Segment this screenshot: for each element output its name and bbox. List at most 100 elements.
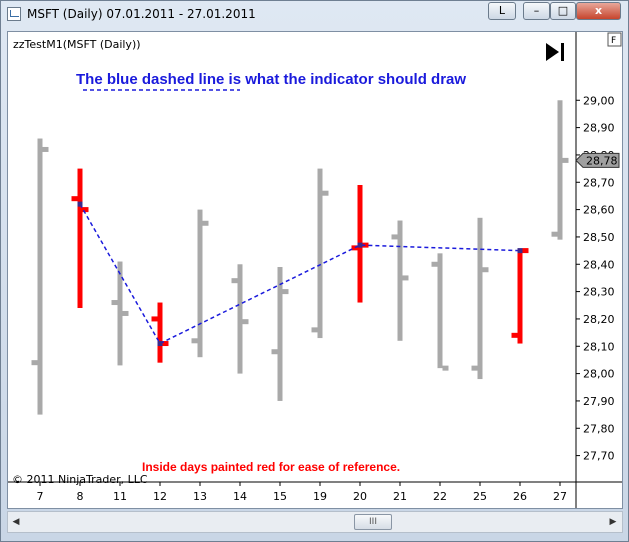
scroll-right-arrow-icon[interactable]: ▶ xyxy=(609,517,617,527)
bar-open-tick xyxy=(271,349,278,355)
title-bar[interactable]: MSFT (Daily) 07.01.2011 - 27.01.2011 L –… xyxy=(1,1,628,29)
bar-range xyxy=(77,168,83,308)
bar-open-tick xyxy=(311,327,318,333)
f-button-label: F xyxy=(611,36,616,46)
ohlc-bar xyxy=(551,100,569,240)
bar-range xyxy=(437,253,443,369)
ohlc-bar xyxy=(391,220,409,341)
scroll-left-arrow-icon[interactable]: ◀ xyxy=(12,517,20,527)
bar-close-tick xyxy=(482,267,489,273)
ohlc-bar xyxy=(151,302,169,363)
bar-open-tick xyxy=(471,365,478,371)
y-tick-label: 27,90 xyxy=(583,395,615,408)
y-tick-label: 29,00 xyxy=(583,94,615,107)
y-tick-label: 28,50 xyxy=(583,231,615,244)
copyright-text: © 2011 NinjaTrader, LLC xyxy=(12,473,148,486)
y-tick-label: 28,10 xyxy=(583,340,615,353)
bar-close-tick xyxy=(42,146,49,152)
maximize-button[interactable]: □ xyxy=(550,2,576,20)
last-price-label: 28,78 xyxy=(586,154,618,167)
bar-open-tick xyxy=(431,261,438,267)
bar-open-tick xyxy=(71,196,78,202)
x-tick-label: 13 xyxy=(193,490,207,503)
ohlc-bar xyxy=(31,138,49,415)
chart-panel[interactable]: 29,0028,9028,8028,7028,6028,5028,4028,30… xyxy=(7,31,623,509)
link-button[interactable]: L xyxy=(488,2,516,20)
x-tick-label: 12 xyxy=(153,490,167,503)
bar-close-tick xyxy=(122,310,129,316)
bottom-annotation: Inside days painted red for ease of refe… xyxy=(142,460,400,474)
bar-open-tick xyxy=(31,360,38,366)
x-tick-label: 7 xyxy=(37,490,44,503)
close-button[interactable]: x xyxy=(576,2,621,20)
y-tick-label: 27,80 xyxy=(583,422,615,435)
bar-range xyxy=(277,267,283,401)
bar-range xyxy=(197,209,203,358)
x-tick-label: 15 xyxy=(273,490,287,503)
x-tick-label: 14 xyxy=(233,490,247,503)
minimize-button[interactable]: – xyxy=(523,2,550,20)
ohlc-bar xyxy=(471,217,489,380)
indicator-point xyxy=(517,248,523,254)
bar-close-tick xyxy=(562,157,569,163)
y-tick-label: 28,00 xyxy=(583,368,615,381)
ohlc-bar xyxy=(231,264,249,374)
indicator-point xyxy=(77,201,83,207)
bar-open-tick xyxy=(231,278,238,284)
scroll-thumb[interactable]: III xyxy=(354,514,392,530)
ohlc-bar xyxy=(431,253,449,371)
bar-range xyxy=(557,100,563,240)
ohlc-bar xyxy=(71,168,89,308)
bar-close-tick xyxy=(322,190,329,196)
ohlc-bar xyxy=(111,261,129,366)
indicator-point xyxy=(157,341,163,347)
y-tick-label: 28,20 xyxy=(583,313,615,326)
x-tick-label: 22 xyxy=(433,490,447,503)
last-price-badge xyxy=(575,152,620,168)
ohlc-bar xyxy=(311,168,329,339)
y-tick-label: 28,90 xyxy=(583,122,615,135)
indicator-point xyxy=(357,242,363,248)
bar-range xyxy=(477,217,483,380)
y-tick-label: 28,40 xyxy=(583,258,615,271)
x-tick-label: 19 xyxy=(313,490,327,503)
bar-open-tick xyxy=(391,234,398,240)
x-tick-label: 21 xyxy=(393,490,407,503)
x-tick-label: 25 xyxy=(473,490,487,503)
go-to-end-icon[interactable] xyxy=(546,43,564,61)
y-tick-label: 28,30 xyxy=(583,286,615,299)
x-tick-label: 20 xyxy=(353,490,367,503)
x-tick-label: 26 xyxy=(513,490,527,503)
horizontal-scrollbar[interactable]: ◀ III ▶ xyxy=(7,511,623,533)
ohlc-bar xyxy=(271,267,289,401)
ohlc-bar xyxy=(191,209,209,358)
y-tick-label: 28,60 xyxy=(583,204,615,217)
bar-close-tick xyxy=(282,289,289,295)
bar-open-tick xyxy=(151,316,158,322)
chart-app-icon xyxy=(7,7,21,21)
bar-range xyxy=(397,220,403,341)
bar-close-tick xyxy=(362,242,369,248)
bar-range xyxy=(517,250,523,344)
last-price-marker: 28,78 xyxy=(575,152,620,168)
bar-close-tick xyxy=(242,319,249,325)
price-chart[interactable]: 29,0028,9028,8028,7028,6028,5028,4028,30… xyxy=(8,32,622,508)
window-title: MSFT (Daily) 07.01.2011 - 27.01.2011 xyxy=(27,7,256,21)
bar-range xyxy=(237,264,243,374)
bar-open-tick xyxy=(511,332,518,338)
bar-close-tick xyxy=(442,365,449,371)
bar-close-tick xyxy=(202,220,209,226)
x-tick-label: 27 xyxy=(553,490,567,503)
y-tick-label: 28,70 xyxy=(583,176,615,189)
indicator-dashed-line xyxy=(79,203,521,345)
bar-open-tick xyxy=(111,300,118,306)
bar-range xyxy=(157,302,163,363)
bar-close-tick xyxy=(522,248,529,254)
ohlc-bar xyxy=(511,248,529,344)
bar-range xyxy=(37,138,43,415)
bar-range xyxy=(117,261,123,366)
f-button[interactable] xyxy=(607,32,622,47)
top-annotation: The blue dashed line is what the indicat… xyxy=(76,71,466,88)
bar-open-tick xyxy=(551,231,558,237)
